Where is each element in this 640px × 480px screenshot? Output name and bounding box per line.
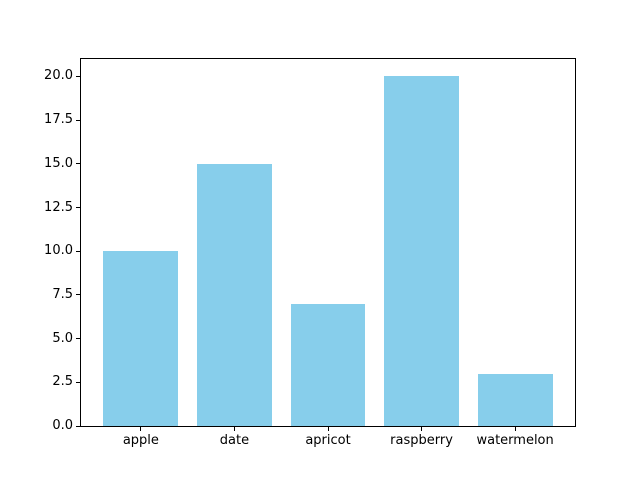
bar-watermelon — [477, 373, 553, 426]
x-tick-mark — [421, 427, 423, 431]
y-tick-mark — [76, 250, 80, 252]
x-tick-label-watermelon: watermelon — [476, 433, 554, 448]
x-tick-label-raspberry: raspberry — [390, 433, 453, 448]
y-tick-label: 5.0 — [52, 330, 73, 346]
x-tick-mark — [140, 427, 142, 431]
y-tick-label: 12.5 — [44, 199, 73, 215]
y-tick-mark — [76, 119, 80, 121]
y-tick-label: 17.5 — [44, 112, 73, 128]
x-tick-label-apricot: apricot — [305, 433, 351, 448]
bar-raspberry — [384, 76, 459, 426]
x-tick-label-date: date — [219, 433, 250, 448]
x-tick-label-apple: apple — [122, 433, 159, 448]
plot-area — [80, 58, 576, 427]
bar-apple — [103, 251, 179, 426]
y-tick-mark — [76, 207, 80, 209]
y-tick-label: 20.0 — [44, 68, 73, 84]
y-tick-label: 0.0 — [52, 418, 73, 433]
bar-apricot — [290, 303, 366, 426]
y-tick-mark — [76, 75, 80, 77]
bar-date — [197, 163, 272, 426]
y-tick-label: 2.5 — [52, 374, 73, 390]
y-tick-mark — [76, 163, 80, 165]
y-tick-mark — [76, 338, 80, 340]
x-tick-mark — [514, 427, 516, 431]
x-tick-mark — [233, 427, 235, 431]
y-tick-mark — [76, 425, 80, 427]
y-tick-label: 7.5 — [52, 286, 73, 302]
y-tick-mark — [76, 381, 80, 383]
y-tick-label: 10.0 — [44, 243, 73, 259]
y-tick-mark — [76, 294, 80, 296]
y-tick-label: 15.0 — [44, 155, 73, 171]
x-tick-mark — [327, 427, 329, 431]
